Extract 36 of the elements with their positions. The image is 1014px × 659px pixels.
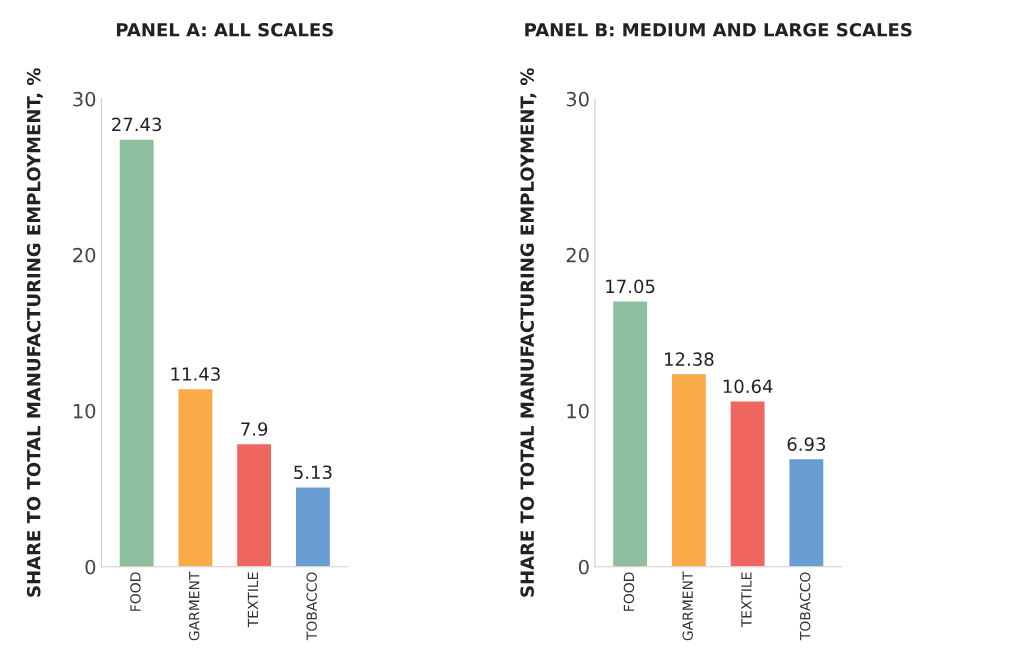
bar <box>788 457 825 567</box>
y-tick-label: 0 <box>578 559 589 575</box>
y-tick-label: 20 <box>73 247 96 263</box>
y-tick-label: 10 <box>567 403 589 419</box>
data-label: 10.64 <box>723 379 773 394</box>
data-label: 12.38 <box>665 352 714 366</box>
x-tick-label: TOBACCO <box>306 572 317 641</box>
data-label: 6.93 <box>787 437 826 451</box>
data-label: 11.43 <box>171 367 220 381</box>
chart-title: PANEL B: MEDIUM AND LARGE SCALES <box>525 22 912 37</box>
bar <box>729 400 766 567</box>
bar <box>177 387 214 567</box>
bar <box>235 442 273 567</box>
x-tick-label: FOOD <box>130 572 141 611</box>
y-tick-label: 20 <box>566 247 589 263</box>
x-tick-label: GARMENT <box>682 571 693 641</box>
bar <box>670 372 708 567</box>
data-label: 17.05 <box>606 279 655 294</box>
y-axis-title: SHARE TO TOTAL MANUFACTURING EMPLOYMENT, % <box>520 68 537 597</box>
data-label: 5.13 <box>294 465 332 480</box>
chart-title: PANEL A: ALL SCALES <box>116 22 333 37</box>
x-tick-label: GARMENT <box>188 571 200 641</box>
bar <box>611 300 649 567</box>
x-tick-label: TEXTILE <box>741 572 752 628</box>
x-tick-label: FOOD <box>623 572 635 611</box>
y-tick-label: 10 <box>73 403 96 419</box>
bar <box>118 138 155 567</box>
y-tick-label: 0 <box>85 559 96 575</box>
data-label: 27.43 <box>112 117 162 132</box>
y-tick-label: 30 <box>566 91 589 107</box>
x-tick-label: TOBACCO <box>799 572 811 641</box>
y-tick-label: 30 <box>73 91 96 107</box>
bar <box>294 486 332 567</box>
data-label: 7.9 <box>241 422 268 436</box>
y-axis-title: SHARE TO TOTAL MANUFACTURING EMPLOYMENT, % <box>26 68 43 597</box>
x-tick-label: TEXTILE <box>247 572 258 628</box>
